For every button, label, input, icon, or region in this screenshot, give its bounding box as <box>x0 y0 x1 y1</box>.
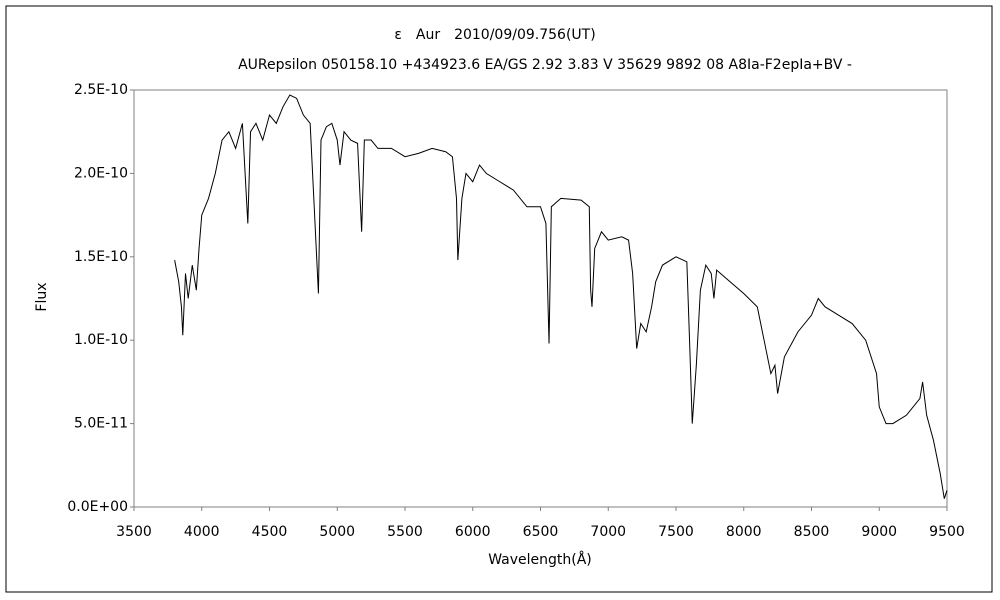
y-tick-label: 5.0E-11 <box>74 416 128 432</box>
y-tick-label: 2.0E-10 <box>74 165 128 181</box>
y-tick-label: 1.5E-10 <box>74 249 128 265</box>
y-tick-label: 1.0E-10 <box>74 332 128 348</box>
x-tick-label: 3500 <box>116 524 152 540</box>
x-tick-label: 4000 <box>184 524 220 540</box>
x-tick-label: 6000 <box>455 524 491 540</box>
x-tick-label: 6500 <box>523 524 559 540</box>
x-tick-label: 7500 <box>658 524 694 540</box>
x-tick-label: 8000 <box>726 524 762 540</box>
chart-title: ε Aur 2010/09/09.756(UT) <box>394 27 595 43</box>
y-axis-label: Flux <box>34 282 50 311</box>
x-tick-label: 8500 <box>794 524 830 540</box>
x-tick-label: 4500 <box>252 524 288 540</box>
x-tick-label: 5000 <box>319 524 355 540</box>
x-tick-label: 5500 <box>387 524 423 540</box>
x-tick-label: 9000 <box>861 524 897 540</box>
y-tick-label: 0.0E+00 <box>67 499 128 515</box>
y-tick-label: 2.5E-10 <box>74 82 128 98</box>
plot-area <box>133 89 948 508</box>
spectrum-line <box>174 94 948 499</box>
x-tick-label: 9500 <box>929 524 965 540</box>
chart-subtitle: AURepsilon 050158.10 +434923.6 EA/GS 2.9… <box>238 57 852 73</box>
x-axis-label: Wavelength(Å) <box>488 551 592 568</box>
x-tick-label: 7000 <box>590 524 626 540</box>
